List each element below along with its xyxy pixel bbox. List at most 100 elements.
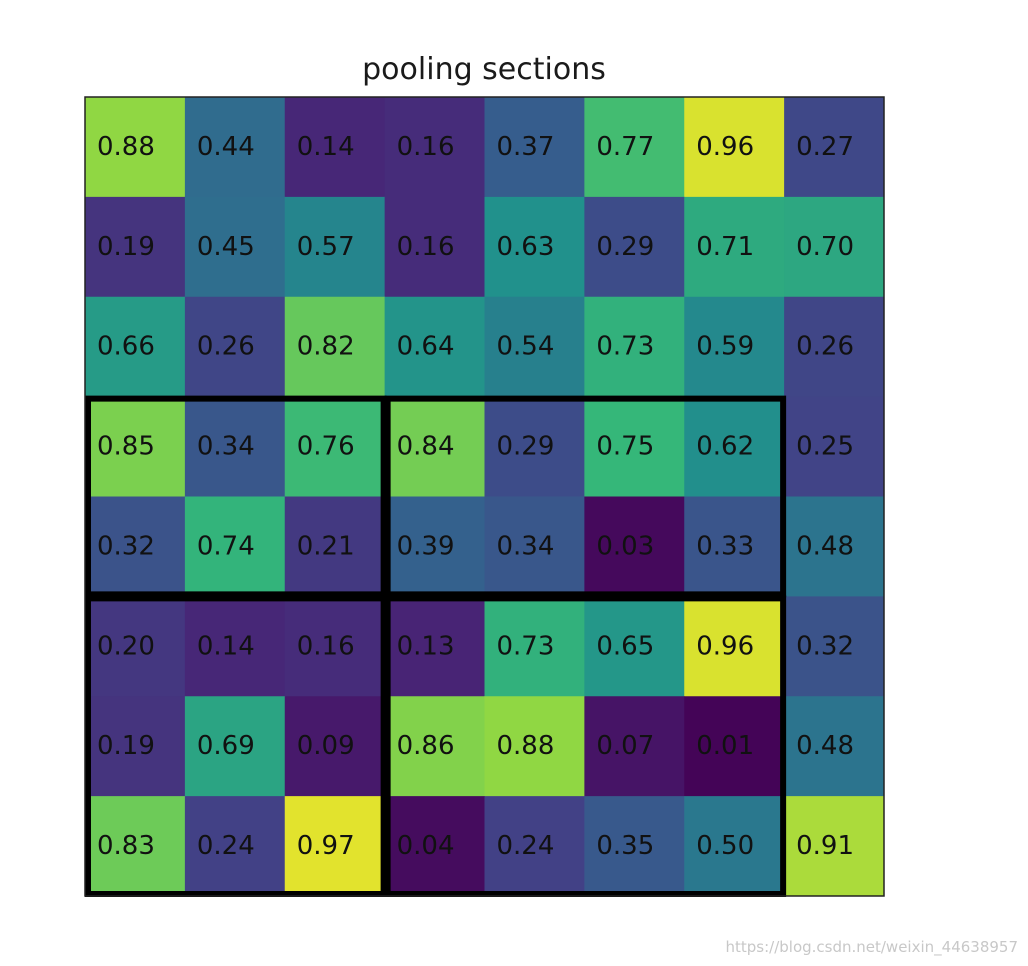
- heatmap-cell: [484, 696, 585, 797]
- cell-value-label: 0.82: [297, 332, 355, 362]
- cell-value-label: 0.64: [397, 332, 455, 362]
- cell-value-label: 0.20: [97, 631, 155, 661]
- heatmap-cell: [284, 97, 386, 198]
- heatmap-cell: [684, 696, 785, 797]
- cell-value-label: 0.50: [696, 831, 754, 861]
- heatmap-cell: [684, 396, 785, 497]
- cell-value-label: 0.24: [497, 831, 555, 861]
- cell-value-label: 0.29: [596, 232, 654, 262]
- cell-value-label: 0.83: [97, 831, 155, 861]
- heatmap-cell: [584, 496, 685, 597]
- cell-value-label: 0.73: [497, 631, 555, 661]
- heatmap-cell: [384, 296, 485, 398]
- heatmap-cell: [584, 596, 685, 697]
- cell-value-label: 0.32: [796, 631, 854, 661]
- heatmap-cell: [384, 97, 485, 198]
- heatmap-cell: [85, 396, 186, 497]
- heatmap-cell: [85, 296, 186, 398]
- watermark-text: https://blog.csdn.net/weixin_44638957: [725, 938, 1018, 956]
- cell-value-label: 0.45: [197, 232, 255, 262]
- cell-value-label: 0.09: [297, 731, 355, 761]
- cell-value-label: 0.13: [397, 631, 455, 661]
- cell-value-label: 0.66: [97, 332, 155, 362]
- heatmap-cell: [85, 196, 186, 298]
- heatmap-cell: [85, 696, 186, 797]
- heatmap-cell: [684, 596, 785, 697]
- heatmap-cell: [784, 196, 885, 298]
- heatmap-cell: [184, 796, 286, 897]
- cell-value-label: 0.16: [397, 132, 455, 162]
- heatmap-cells: [85, 97, 885, 897]
- cell-value-label: 0.85: [97, 432, 155, 462]
- heatmap-cell: [584, 97, 685, 198]
- cell-value-label: 0.73: [596, 332, 654, 362]
- heatmap-cell: [684, 796, 785, 897]
- heatmap-cell: [784, 596, 885, 697]
- heatmap-cell: [184, 396, 286, 497]
- chart-title: pooling sections: [362, 52, 606, 87]
- heatmap-cell: [284, 596, 386, 697]
- heatmap-cell: [284, 796, 386, 897]
- heatmap-cell: [384, 196, 485, 298]
- heatmap-cell: [184, 696, 286, 797]
- cell-value-label: 0.01: [696, 731, 754, 761]
- cell-value-label: 0.74: [197, 531, 255, 561]
- heatmap-cell: [484, 796, 585, 897]
- cell-value-label: 0.34: [497, 531, 555, 561]
- cell-value-label: 0.26: [796, 332, 854, 362]
- pooling-section-box: [384, 395, 787, 598]
- cell-value-label: 0.26: [197, 332, 255, 362]
- heatmap-cell: [284, 196, 386, 298]
- cell-value-label: 0.21: [297, 531, 355, 561]
- heatmap-cell: [85, 496, 186, 597]
- cell-value-label: 0.63: [497, 232, 555, 262]
- heatmap-cell: [184, 596, 286, 697]
- cell-value-label: 0.91: [796, 831, 854, 861]
- heatmap-cell: [784, 796, 885, 897]
- cell-value-label: 0.54: [497, 332, 555, 362]
- heatmap-value-labels: 0.88 0.44 0.14 0.16 0.37 0.77 0.96 0.27 0.19 0.45…: [97, 132, 854, 861]
- cell-value-label: 0.44: [197, 132, 255, 162]
- cell-value-label: 0.27: [796, 132, 854, 162]
- heatmap-cell: [284, 696, 386, 797]
- heatmap-cell: [584, 696, 685, 797]
- heatmap-cell: [284, 496, 386, 597]
- cell-value-label: 0.71: [696, 232, 754, 262]
- heatmap-cell: [384, 496, 485, 597]
- heatmap-cell: [384, 596, 485, 697]
- heatmap-cell: [484, 596, 585, 697]
- cell-value-label: 0.69: [197, 731, 255, 761]
- heatmap-cell: [684, 496, 785, 597]
- heatmap-cell: [784, 496, 885, 597]
- cell-value-label: 0.19: [97, 232, 155, 262]
- heatmap-cell: [584, 196, 685, 298]
- heatmap-cell: [85, 97, 186, 198]
- cell-value-label: 0.88: [97, 132, 155, 162]
- heatmap-cell: [184, 97, 286, 198]
- heatmap-cell: [684, 97, 785, 198]
- heatmap-cell: [584, 296, 685, 398]
- heatmap-cell: [184, 196, 286, 298]
- cell-value-label: 0.48: [796, 531, 854, 561]
- heatmap-cell: [784, 97, 885, 198]
- cell-value-label: 0.88: [497, 731, 555, 761]
- pooling-section-box: [85, 595, 387, 897]
- heatmap-cell: [85, 596, 186, 697]
- heatmap-cell: [85, 796, 186, 897]
- heatmap-cell: [484, 396, 585, 497]
- heatmap-cell: [184, 296, 286, 398]
- heatmap-cell: [184, 496, 286, 597]
- cell-value-label: 0.07: [596, 731, 654, 761]
- cell-value-label: 0.39: [397, 531, 455, 561]
- cell-value-label: 0.84: [397, 432, 455, 462]
- cell-value-label: 0.32: [97, 531, 155, 561]
- cell-value-label: 0.62: [696, 432, 754, 462]
- cell-value-label: 0.14: [297, 132, 355, 162]
- cell-value-label: 0.76: [297, 432, 355, 462]
- pooling-section-outlines: [85, 395, 787, 897]
- cell-value-label: 0.16: [397, 232, 455, 262]
- cell-value-label: 0.29: [497, 432, 555, 462]
- cell-value-label: 0.77: [596, 132, 654, 162]
- cell-value-label: 0.35: [596, 831, 654, 861]
